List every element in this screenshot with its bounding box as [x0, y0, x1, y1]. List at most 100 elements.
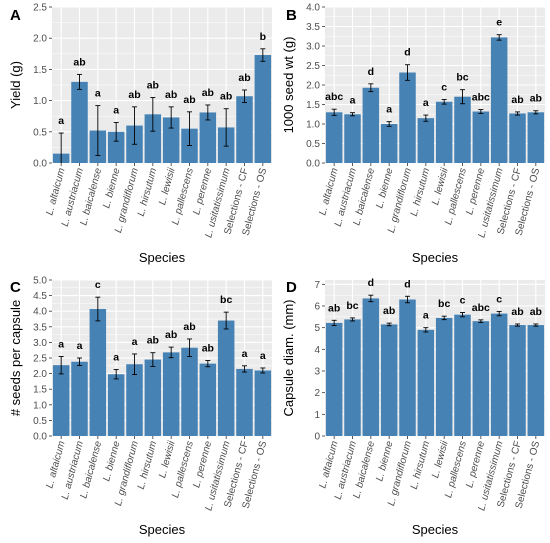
bar	[254, 55, 272, 163]
y-tick-label: 7	[314, 280, 320, 291]
bar	[236, 368, 253, 436]
bar	[344, 114, 361, 163]
significance-letter: c	[95, 279, 101, 291]
panel-letter: A	[10, 7, 21, 24]
significance-letter: a	[95, 88, 101, 100]
y-axis-title: 1000 seed wt (g)	[281, 37, 296, 134]
significance-letter: ab	[238, 72, 250, 84]
significance-letter: ab	[128, 89, 140, 101]
bar	[107, 131, 125, 163]
y-tick-label: 1.5	[306, 100, 320, 111]
significance-letter: ab	[73, 56, 85, 68]
significance-letter: a	[423, 310, 429, 322]
y-tick-label: 0.0	[306, 159, 320, 170]
y-tick-label: 2.5	[33, 3, 47, 14]
significance-letter: a	[113, 352, 119, 364]
x-tick-label: L. bienne	[101, 440, 122, 483]
bar	[144, 359, 162, 436]
y-tick-label: 5.0	[33, 276, 47, 287]
bar	[417, 329, 435, 436]
y-tick-label: 0.0	[33, 159, 47, 170]
significance-letter: a	[350, 95, 356, 107]
significance-letter: ab	[147, 335, 159, 347]
y-tick-label: 3.5	[33, 322, 47, 333]
y-tick-label: 5	[314, 323, 320, 334]
significance-letter: ab	[511, 94, 523, 106]
significance-letter: ab	[530, 306, 542, 318]
significance-letter: c	[496, 293, 502, 305]
bar	[126, 364, 143, 436]
y-tick-label: 4	[314, 345, 320, 356]
bar	[399, 72, 416, 163]
bar	[472, 321, 490, 436]
bar	[52, 365, 70, 436]
bar	[435, 317, 453, 436]
bar	[89, 309, 107, 436]
y-tick-label: 3.0	[306, 42, 320, 53]
bar	[162, 352, 180, 436]
significance-letter: ab	[328, 302, 340, 314]
y-tick-label: 1.5	[33, 65, 47, 76]
bar	[399, 299, 416, 436]
significance-letter: bc	[456, 72, 468, 84]
bar	[362, 298, 380, 436]
significance-letter: abc	[472, 302, 490, 314]
y-tick-label: 2.5	[306, 61, 320, 72]
significance-letter: ab	[511, 306, 523, 318]
bar	[344, 319, 361, 436]
bar	[490, 37, 508, 163]
x-tick-label: L. bienne	[374, 440, 395, 483]
bar	[527, 325, 545, 436]
significance-letter: a	[58, 115, 64, 127]
y-tick-label: 0.5	[33, 416, 47, 427]
significance-letter: a	[242, 348, 248, 360]
y-tick-label: 0	[314, 432, 320, 443]
bar	[71, 81, 88, 163]
panel-letter: C	[10, 279, 21, 296]
y-axis-title: Yield (g)	[8, 61, 23, 109]
x-axis-title: Species	[412, 522, 459, 537]
bar	[162, 117, 180, 163]
y-tick-label: 4.0	[33, 307, 47, 318]
bar	[325, 322, 343, 436]
y-tick-label: 1.0	[33, 400, 47, 411]
significance-letter: ab	[183, 321, 195, 333]
x-axis-title: Species	[139, 522, 186, 537]
x-tick-label: L. bienne	[374, 167, 395, 210]
y-tick-label: 0.5	[306, 139, 320, 150]
bar	[144, 114, 162, 163]
y-tick-label: 4.5	[33, 291, 47, 302]
bar	[509, 325, 526, 436]
y-tick-label: 1	[314, 410, 320, 421]
significance-letter: ab	[165, 329, 177, 341]
significance-letter: a	[132, 336, 138, 348]
panel-letter: B	[286, 7, 297, 24]
significance-letter: a	[260, 350, 266, 362]
x-axis-title: Species	[139, 250, 186, 265]
y-tick-label: 2.0	[306, 81, 320, 92]
significance-letter: abc	[472, 92, 490, 104]
significance-letter: b	[260, 31, 266, 43]
bar	[236, 96, 253, 163]
significance-letter: a	[386, 104, 392, 116]
significance-letter: ab	[147, 79, 159, 91]
panel-letter: D	[286, 279, 297, 296]
y-axis-title: Capsule diam. (mm)	[281, 299, 296, 416]
bar	[490, 313, 508, 436]
y-tick-label: 2.5	[33, 354, 47, 365]
y-tick-label: 2.0	[33, 34, 47, 45]
significance-letter: abc	[325, 91, 343, 103]
x-tick-label: L. lewisii	[157, 439, 178, 479]
significance-letter: e	[496, 17, 502, 29]
y-tick-label: 1.0	[306, 120, 320, 131]
significance-letter: ab	[530, 93, 542, 105]
bar	[199, 112, 217, 163]
bar	[417, 118, 435, 163]
y-tick-label: 1.5	[33, 385, 47, 396]
significance-letter: a	[113, 104, 119, 116]
